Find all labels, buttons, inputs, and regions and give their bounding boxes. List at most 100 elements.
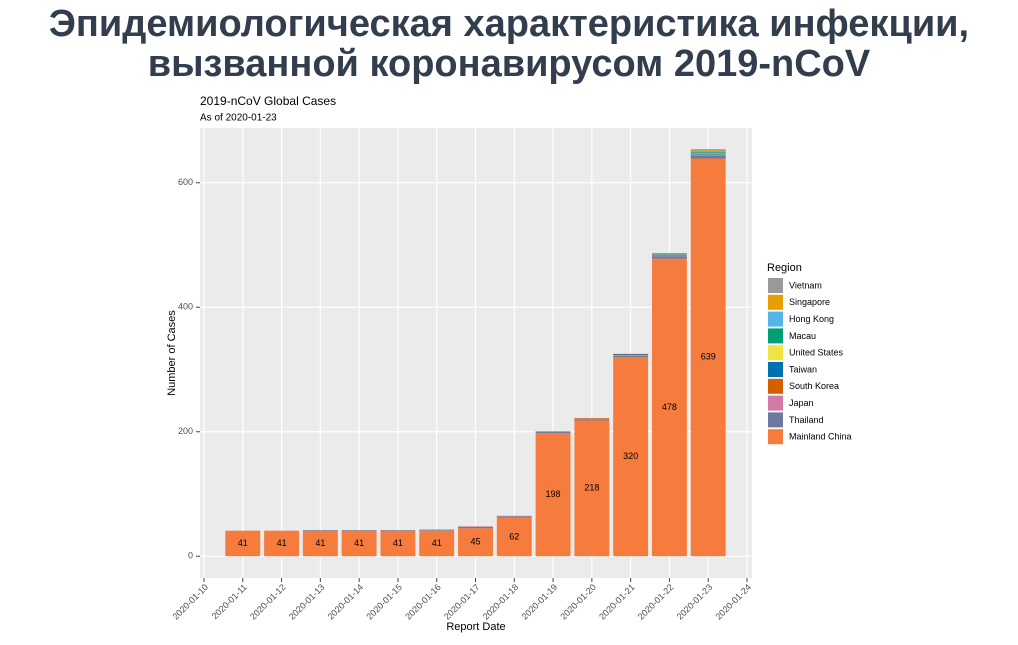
- legend-key: [768, 278, 783, 293]
- bar-segment: [264, 530, 300, 557]
- bar-segment: [613, 353, 649, 354]
- legend-key: [768, 395, 783, 411]
- legend-key: [768, 311, 783, 327]
- x-tick-label: 2020-01-24: [713, 582, 753, 622]
- bar-segment: [690, 155, 726, 157]
- bar-segment: [690, 152, 726, 154]
- bar-segment: [419, 530, 455, 557]
- bar-segment: [225, 530, 261, 557]
- legend-label: Japan: [789, 398, 814, 408]
- bar-segment: [535, 432, 571, 557]
- bar-segment: [613, 355, 649, 358]
- data-label: 62: [509, 531, 519, 541]
- x-tick-label: 2020-01-18: [481, 582, 521, 622]
- legend-label: Hong Kong: [789, 314, 834, 324]
- bar-segment: [651, 254, 687, 256]
- x-axis-label: Report Date: [446, 621, 505, 633]
- y-tick-label: 600: [178, 177, 193, 187]
- bar-segment: [341, 530, 377, 557]
- bar-segment: [380, 530, 416, 531]
- x-tick-label: 2020-01-14: [326, 582, 366, 622]
- legend-key: [768, 294, 783, 310]
- bar-segment: [496, 515, 532, 517]
- x-tick-label: 2020-01-15: [364, 582, 404, 622]
- bar-segment: [574, 419, 610, 421]
- bar-segment: [651, 255, 687, 257]
- data-label: 41: [315, 538, 325, 548]
- bar-segment: [302, 530, 338, 557]
- x-tick-label: 2020-01-13: [287, 582, 327, 622]
- x-tick-label: 2020-01-11: [210, 582, 249, 621]
- bar-segment: [574, 420, 610, 557]
- data-label: 41: [432, 538, 442, 548]
- legend-label: Mainland China: [789, 432, 852, 442]
- legend-label: South Korea: [789, 381, 839, 391]
- bar-segment: [496, 516, 532, 518]
- bar-segment: [535, 431, 571, 432]
- slide-heading: Эпидемиологическая характеристика инфекц…: [48, 3, 970, 85]
- x-tick-label: 2020-01-20: [558, 582, 598, 622]
- bar-segment: [341, 530, 377, 531]
- bar-segment: [574, 418, 610, 420]
- x-tick-label: 2020-01-10: [170, 582, 210, 622]
- legend-key: [768, 345, 783, 361]
- x-tick-label: 2020-01-22: [636, 582, 676, 622]
- bar-segment: [496, 517, 532, 557]
- legend-title: Region: [767, 262, 802, 274]
- y-tick-label: 0: [188, 551, 193, 561]
- bar-segment: [613, 354, 649, 356]
- bar-segment: [690, 156, 726, 159]
- bar-segment: [613, 357, 649, 557]
- legend-label: Singapore: [789, 297, 830, 307]
- chart-subtitle: As of 2020-01-23: [200, 113, 277, 124]
- data-label: 198: [546, 489, 561, 499]
- bar-segment: [690, 154, 726, 156]
- bar-segment: [651, 258, 687, 557]
- bar-segment: [690, 150, 726, 152]
- bar-segment: [651, 254, 687, 255]
- x-tick-label: 2020-01-12: [248, 582, 288, 622]
- bar-segment: [690, 149, 726, 151]
- data-label: 41: [354, 538, 364, 548]
- bar-segment: [574, 418, 610, 419]
- legend-key: [768, 378, 783, 394]
- bar-segment: [613, 353, 649, 355]
- bar-segment: [690, 158, 726, 557]
- bar-segment: [458, 526, 493, 527]
- bar-segment: [419, 530, 455, 531]
- bar-segment: [690, 153, 726, 155]
- bar-segment: [458, 528, 493, 557]
- y-axis-label: Number of Cases: [166, 310, 178, 396]
- x-tick-label: 2020-01-17: [442, 582, 482, 622]
- bar-segment: [419, 529, 455, 531]
- bar-segment: [535, 431, 571, 433]
- legend-label: United States: [789, 348, 844, 358]
- y-tick-label: 400: [178, 302, 193, 312]
- data-label: 41: [277, 538, 287, 548]
- legend-label: Taiwan: [789, 364, 817, 374]
- bar-segment: [613, 355, 649, 356]
- x-tick-label: 2020-01-23: [675, 582, 715, 622]
- x-tick-label: 2020-01-21: [597, 582, 637, 622]
- bar-segment: [380, 530, 416, 557]
- bar-segment: [458, 526, 493, 529]
- x-tick-label: 2020-01-19: [520, 582, 560, 622]
- legend-label: Thailand: [789, 415, 824, 425]
- data-label: 320: [623, 451, 638, 461]
- legend-key: [768, 412, 783, 428]
- data-label: 218: [584, 483, 599, 493]
- x-tick-label: 2020-01-16: [403, 582, 443, 622]
- legend-key: [768, 328, 783, 344]
- legend-label: Vietnam: [789, 280, 822, 290]
- bar-segment: [302, 530, 338, 531]
- data-label: 478: [662, 402, 677, 412]
- y-tick-label: 200: [178, 426, 193, 436]
- data-label: 41: [238, 538, 248, 548]
- data-label: 639: [701, 352, 716, 362]
- data-label: 41: [393, 538, 403, 548]
- bar-segment: [690, 151, 726, 153]
- bar-segment: [690, 154, 726, 155]
- data-label: 45: [470, 537, 480, 547]
